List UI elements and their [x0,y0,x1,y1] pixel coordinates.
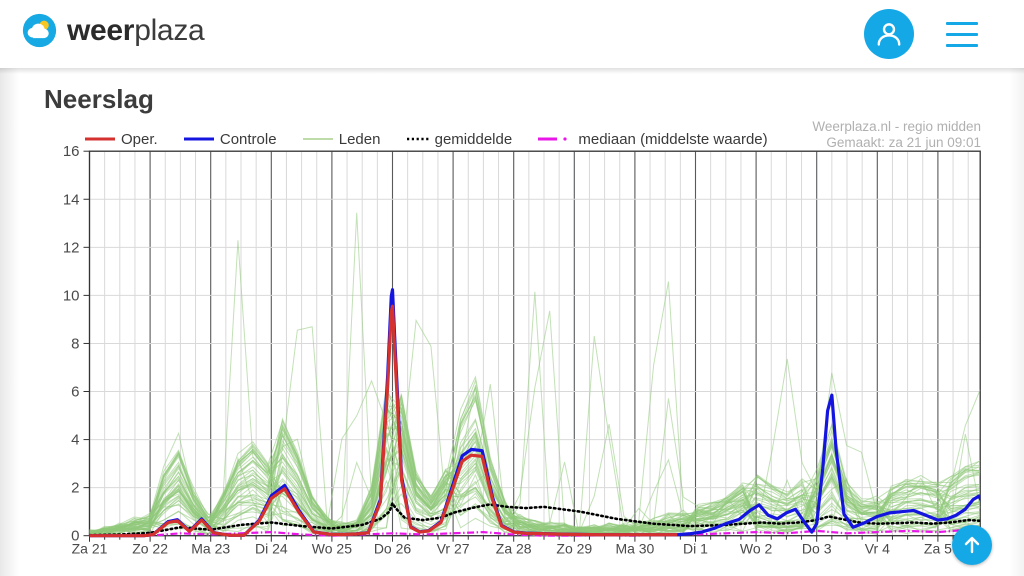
svg-text:Zo 29: Zo 29 [556,541,592,557]
svg-text:12: 12 [63,239,80,256]
svg-text:Ma 23: Ma 23 [191,541,230,557]
svg-text:Di 24: Di 24 [255,541,288,557]
svg-text:6: 6 [71,384,79,401]
svg-text:Do 26: Do 26 [374,541,412,557]
svg-text:Do 3: Do 3 [802,541,832,557]
svg-text:8: 8 [71,335,79,352]
svg-text:10: 10 [63,287,80,304]
svg-text:Za 28: Za 28 [496,541,532,557]
svg-text:Vr 27: Vr 27 [437,541,470,557]
svg-text:Vr 4: Vr 4 [865,541,890,557]
svg-text:Di 1: Di 1 [683,541,708,557]
svg-text:16: 16 [63,143,80,160]
svg-text:Wo 25: Wo 25 [312,541,352,557]
svg-text:14: 14 [63,191,80,208]
svg-text:Wo 2: Wo 2 [740,541,773,557]
svg-text:4: 4 [71,432,79,449]
svg-text:2: 2 [71,480,79,497]
svg-text:Za 21: Za 21 [72,541,108,557]
svg-text:Zo 22: Zo 22 [132,541,168,557]
svg-text:Ma 30: Ma 30 [615,541,654,557]
svg-text:Za 5: Za 5 [924,541,952,557]
